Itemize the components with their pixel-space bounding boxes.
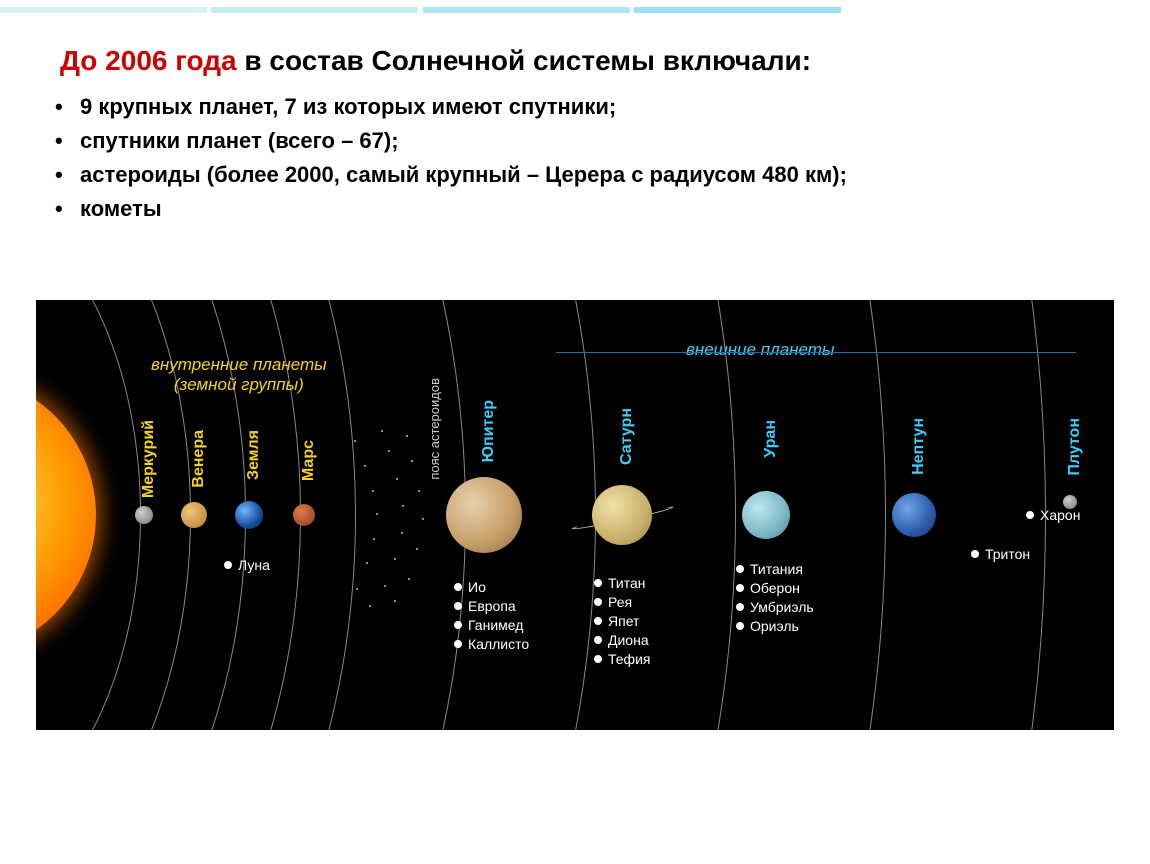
moon-label: Рея: [608, 593, 632, 612]
planet-юпитер: [446, 477, 522, 553]
moon-label: Диона: [608, 631, 649, 650]
bullet-item: 9 крупных планет, 7 из которых имеют спу…: [50, 90, 847, 124]
moon-label: Ио: [468, 578, 486, 597]
moon-item: Луна: [224, 556, 270, 575]
moon-label: Япет: [608, 612, 639, 631]
planet-сатурн: [592, 485, 652, 545]
planet-земля: [235, 501, 263, 529]
moon-dot-icon: [594, 598, 602, 606]
planet-label: Нептун: [910, 418, 928, 475]
planet-марс: [293, 504, 315, 526]
moon-dot-icon: [224, 561, 232, 569]
moon-dot-icon: [594, 617, 602, 625]
moon-list-юпитер: ИоЕвропаГанимедКаллисто: [454, 578, 529, 654]
moon-dot-icon: [454, 602, 462, 610]
moon-label: Оберон: [750, 579, 800, 598]
moon-item: Ганимед: [454, 616, 529, 635]
planet-label: Плутон: [1066, 418, 1084, 476]
moon-dot-icon: [736, 622, 744, 630]
outer-planets-label: внешние планеты: [686, 340, 834, 360]
planet-уран: [742, 491, 790, 539]
bullet-item: кометы: [50, 192, 847, 226]
moon-item: Титан: [594, 574, 650, 593]
moon-dot-icon: [594, 636, 602, 644]
moon-dot-icon: [971, 550, 979, 558]
heading-rest: в состав Солнечной системы включали:: [237, 45, 811, 76]
moon-label: Каллисто: [468, 635, 529, 654]
moon-list-земля: Луна: [224, 556, 270, 575]
moon-item: Европа: [454, 597, 529, 616]
outer-line: [556, 352, 1076, 353]
moon-item: Титания: [736, 560, 814, 579]
planet-label: Венера: [190, 430, 208, 488]
moon-label: Титания: [750, 560, 803, 579]
moon-item: Тефия: [594, 650, 650, 669]
moon-item: Ориэль: [736, 617, 814, 636]
moon-item: Рея: [594, 593, 650, 612]
moon-dot-icon: [736, 565, 744, 573]
planet-label: Марс: [300, 440, 318, 481]
moon-dot-icon: [454, 583, 462, 591]
moon-label: Харон: [1040, 506, 1080, 525]
moon-list-плутон: Харон: [1026, 506, 1080, 525]
planet-label: Сатурн: [618, 408, 636, 465]
moon-label: Тефия: [608, 650, 650, 669]
moon-item: Каллисто: [454, 635, 529, 654]
moon-label: Луна: [238, 556, 270, 575]
solar-system-diagram: пояс астероидов внутренние планеты(земной…: [36, 300, 1114, 730]
moon-list-нептун: Тритон: [971, 545, 1030, 564]
moon-list-уран: ТитанияОберонУмбриэльОриэль: [736, 560, 814, 636]
planet-меркурий: [135, 506, 153, 524]
moon-item: Умбриэль: [736, 598, 814, 617]
bullet-item: спутники планет (всего – 67);: [50, 124, 847, 158]
planet-венера: [181, 502, 207, 528]
moon-item: Ио: [454, 578, 529, 597]
moon-item: Харон: [1026, 506, 1080, 525]
moon-label: Тритон: [985, 545, 1030, 564]
planet-label: Уран: [762, 420, 780, 458]
bullet-list: 9 крупных планет, 7 из которых имеют спу…: [50, 90, 847, 226]
moon-label: Умбриэль: [750, 598, 814, 617]
planet-нептун: [892, 493, 936, 537]
moon-item: Япет: [594, 612, 650, 631]
top-stripe: [0, 0, 1150, 6]
moon-dot-icon: [594, 655, 602, 663]
moon-dot-icon: [736, 603, 744, 611]
moon-label: Титан: [608, 574, 646, 593]
planet-label: Меркурий: [140, 420, 158, 498]
moon-label: Ориэль: [750, 617, 799, 636]
bullet-item: астероиды (более 2000, самый крупный – Ц…: [50, 158, 847, 192]
page-title: До 2006 года в состав Солнечной системы …: [60, 45, 811, 77]
moon-list-сатурн: ТитанРеяЯпетДионаТефия: [594, 574, 650, 668]
moon-label: Европа: [468, 597, 516, 616]
moon-label: Ганимед: [468, 616, 523, 635]
heading-highlight: До 2006 года: [60, 45, 237, 76]
moon-dot-icon: [736, 584, 744, 592]
moon-dot-icon: [454, 621, 462, 629]
moon-item: Оберон: [736, 579, 814, 598]
moon-item: Тритон: [971, 545, 1030, 564]
moon-item: Диона: [594, 631, 650, 650]
planet-label: Юпитер: [480, 400, 498, 463]
asteroid-belt-label: пояс астероидов: [427, 378, 442, 480]
moon-dot-icon: [594, 579, 602, 587]
moon-dot-icon: [1026, 511, 1034, 519]
planet-label: Земля: [245, 430, 263, 480]
moon-dot-icon: [454, 640, 462, 648]
inner-planets-label: внутренние планеты(земной группы): [151, 355, 327, 395]
